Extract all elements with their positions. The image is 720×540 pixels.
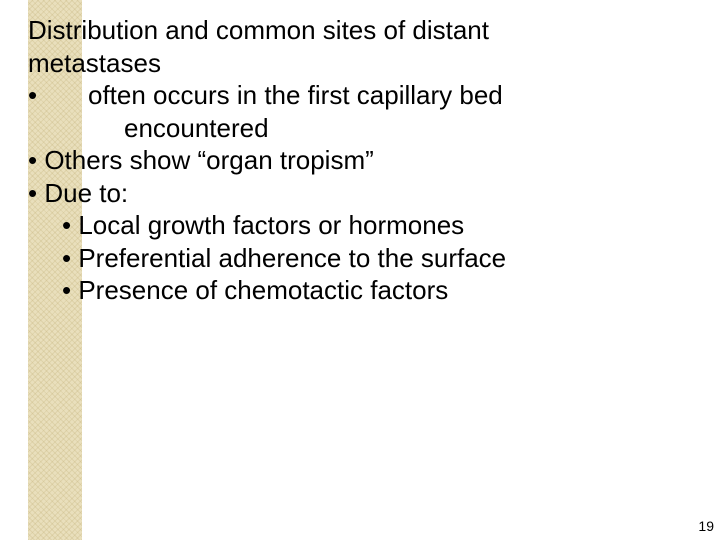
subbullet-3: • Presence of chemotactic factors — [28, 274, 690, 307]
subbullet-1: • Local growth factors or hormones — [28, 209, 690, 242]
bullet-1-cont: encountered — [28, 112, 690, 145]
bullet-3: • Due to: — [28, 177, 690, 210]
bullet-2: • Others show “organ tropism” — [28, 144, 690, 177]
bullet-1-marker: • — [28, 79, 88, 112]
title-line-2: metastases — [28, 47, 690, 80]
bullet-1-text: often occurs in the first capillary bed — [88, 80, 503, 110]
bullet-1: •often occurs in the first capillary bed — [28, 79, 690, 112]
title-line-1: Distribution and common sites of distant — [28, 14, 690, 47]
slide: Distribution and common sites of distant… — [0, 0, 720, 540]
page-number: 19 — [698, 518, 714, 534]
slide-body: Distribution and common sites of distant… — [28, 14, 690, 307]
subbullet-2: • Preferential adherence to the surface — [28, 242, 690, 275]
